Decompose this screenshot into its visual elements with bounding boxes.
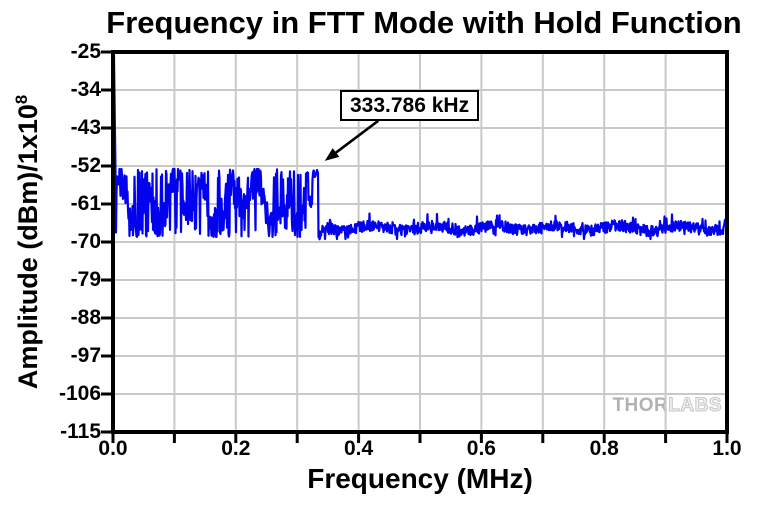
thorlabs-watermark: THORLABS bbox=[612, 395, 722, 417]
y-tick-label: -97 bbox=[70, 344, 101, 367]
y-tick-label: -43 bbox=[70, 116, 101, 139]
y-tick-label: -79 bbox=[70, 268, 101, 291]
annotation-arrow bbox=[324, 119, 380, 161]
x-tick-label: 0.2 bbox=[221, 437, 251, 460]
x-tick-label: 1.0 bbox=[712, 437, 742, 460]
x-tick-label: 0.4 bbox=[343, 437, 374, 460]
y-tick-label: -106 bbox=[58, 382, 101, 405]
axes-frame-and-ticks bbox=[101, 50, 729, 443]
x-tick-label: 0.6 bbox=[466, 437, 496, 460]
x-tick-label: 0.8 bbox=[589, 437, 619, 460]
y-tick-label: -115 bbox=[60, 420, 101, 443]
y-tick-label: -25 bbox=[70, 40, 101, 63]
y-tick-label: -34 bbox=[70, 78, 101, 101]
y-tick-label: -88 bbox=[70, 306, 101, 329]
x-tick-label: 0.0 bbox=[98, 437, 128, 460]
watermark-labs: LABS bbox=[668, 395, 722, 417]
y-tick-label: -52 bbox=[70, 154, 101, 177]
chart-title: Frequency in FTT Mode with Hold Function bbox=[106, 5, 742, 40]
y-tick-label: -70 bbox=[70, 230, 101, 253]
signal-trace bbox=[111, 50, 729, 241]
x-axis-title: Frequency (MHz) bbox=[307, 463, 533, 494]
watermark-thor: THOR bbox=[612, 395, 669, 416]
annotation-box: 333.786 kHz bbox=[339, 90, 480, 121]
y-tick-label: -61 bbox=[70, 192, 101, 215]
